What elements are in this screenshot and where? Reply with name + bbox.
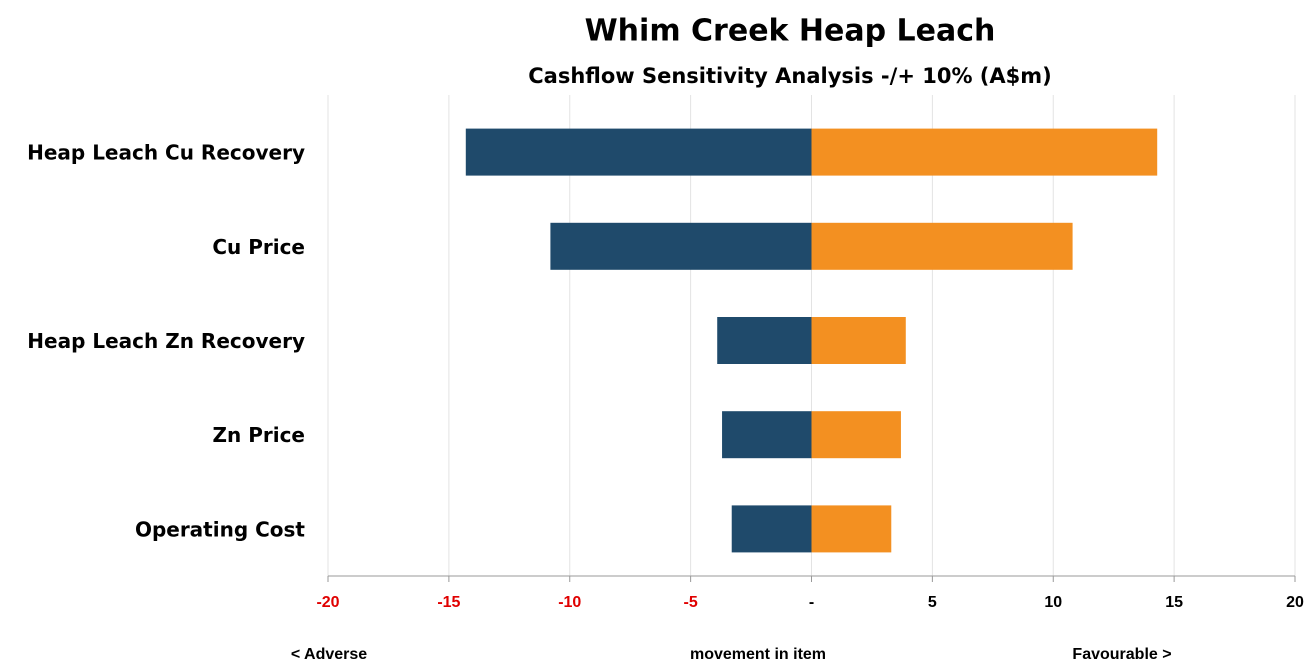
bar <box>811 222 1073 270</box>
x-tick-label: -10 <box>558 594 581 611</box>
bar <box>811 411 901 459</box>
annotation: Favourable > <box>1072 646 1171 663</box>
annotation: movement in item <box>690 646 826 663</box>
bar <box>811 505 892 553</box>
bar <box>811 128 1158 176</box>
bar <box>717 317 812 364</box>
x-tick-label: 5 <box>928 594 937 611</box>
chart-title: Whim Creek Heap Leach <box>585 14 996 49</box>
y-tick-label: Operating Cost <box>135 517 305 541</box>
x-tick-label: - <box>809 594 814 611</box>
bar <box>731 505 812 553</box>
x-tick-label: -15 <box>437 594 460 611</box>
y-tick-label: Heap Leach Cu Recovery <box>27 141 305 165</box>
y-tick-label: Cu Price <box>212 235 305 259</box>
bar <box>550 222 812 270</box>
y-tick-label: Zn Price <box>213 423 306 447</box>
bar <box>722 411 812 459</box>
x-tick-label: -5 <box>684 594 698 611</box>
bar <box>465 128 812 176</box>
bar <box>811 317 906 364</box>
x-tick-label: -20 <box>316 594 339 611</box>
x-tick-label: 15 <box>1165 594 1183 611</box>
x-tick-label: 20 <box>1286 594 1304 611</box>
chart-subtitle: Cashflow Sensitivity Analysis -/+ 10% (A… <box>528 64 1052 88</box>
annotation: < Adverse <box>291 646 367 663</box>
x-tick-label: 10 <box>1044 594 1062 611</box>
y-tick-label: Heap Leach Zn Recovery <box>27 329 305 353</box>
